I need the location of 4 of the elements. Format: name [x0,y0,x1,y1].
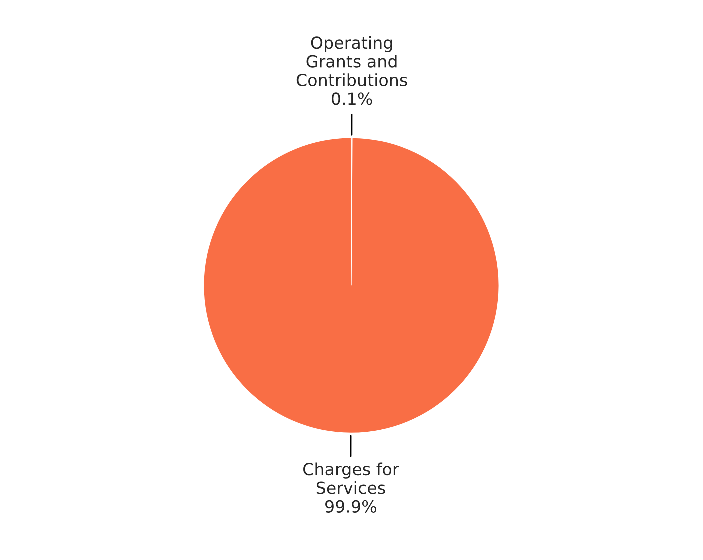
data-label: 0.1% [332,92,372,106]
slice-label: Charges for Services [304,462,400,494]
data-label: 99.9% [326,500,376,513]
slice-label: Operating Grants and Contributions [296,36,408,87]
